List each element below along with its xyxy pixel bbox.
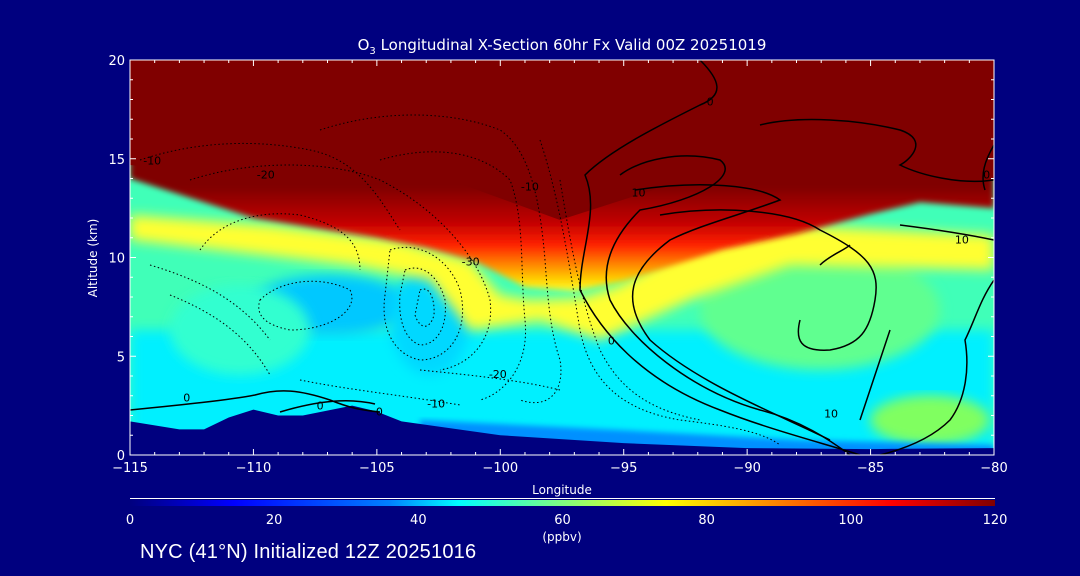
- colorbar: [130, 500, 995, 506]
- colorbar-tick-label: 100: [838, 513, 863, 528]
- ozone-field: -10 -20 -10 -30 -20 -10 0 0 0 0 0 10 10 10 0: [130, 60, 994, 455]
- contour-label: 0: [183, 392, 190, 405]
- title-subscript: 3: [369, 46, 375, 57]
- contour-label: -10: [143, 155, 161, 168]
- contour-label: 0: [317, 400, 324, 413]
- contour-label: -20: [489, 368, 507, 381]
- x-tick-label: −110: [236, 461, 272, 476]
- contour-label: -10: [427, 398, 445, 411]
- colorbar-tick-label: 60: [554, 513, 571, 528]
- colorbar-tick-label: 40: [410, 513, 427, 528]
- terrain: [130, 405, 994, 455]
- y-tick-label: 10: [108, 252, 125, 267]
- x-tick-label: −95: [610, 461, 637, 476]
- x-axis-label: Longitude: [532, 483, 592, 497]
- colorbar-tick-label: 20: [266, 513, 283, 528]
- chart-title: O3 Longitudinal X-Section 60hr Fx Valid …: [358, 36, 767, 57]
- colorbar-tick-label: 80: [698, 513, 715, 528]
- contour-label: -10: [521, 180, 539, 193]
- title-species: O: [358, 36, 370, 54]
- y-tick-label: 5: [117, 350, 125, 365]
- colorbar-tick-label: 0: [126, 513, 134, 528]
- colorbar-unit: (ppbv): [542, 530, 581, 544]
- contour-label: 0: [608, 334, 615, 347]
- contour-label: -20: [257, 169, 275, 182]
- contour-labels: -10 -20 -10 -30 -20 -10 0 0 0 0 0 10 10 10 0: [143, 95, 990, 420]
- y-axis-label: Altitude (km): [86, 219, 100, 298]
- x-tick-label: −90: [733, 461, 760, 476]
- contour-label: 0: [707, 95, 714, 108]
- positive-contours: [130, 60, 994, 455]
- y-axis: 0 5 10 15 20: [108, 54, 994, 464]
- x-tick-label: −105: [359, 461, 395, 476]
- title-rest: Longitudinal X-Section 60hr Fx Valid 00Z…: [376, 36, 767, 54]
- contour-label: 10: [632, 186, 646, 199]
- colorbar-ticks: 0 20 40 60 80 100 120: [126, 513, 1008, 528]
- contour-label: 10: [824, 408, 838, 421]
- y-tick-label: 0: [117, 449, 125, 464]
- contour-label: 0: [376, 406, 383, 419]
- contour-label: -30: [462, 255, 480, 268]
- x-tick-label: −115: [112, 461, 148, 476]
- x-tick-label: −80: [980, 461, 1007, 476]
- contour-label: 0: [983, 169, 990, 182]
- colorbar-topline: [130, 498, 995, 499]
- colorbar-tick-label: 120: [983, 513, 1008, 528]
- contour-label: 10: [955, 234, 969, 247]
- negative-contours: [139, 114, 781, 446]
- x-axis: −115 −110 −105 −100 −95 −90 −85 −80: [112, 60, 1008, 476]
- y-tick-label: 20: [108, 54, 125, 69]
- footer-init-text: NYC (41°N) Initialized 12Z 20251016: [140, 541, 477, 563]
- x-tick-label: −85: [857, 461, 884, 476]
- y-tick-label: 15: [108, 153, 125, 168]
- x-tick-label: −100: [482, 461, 518, 476]
